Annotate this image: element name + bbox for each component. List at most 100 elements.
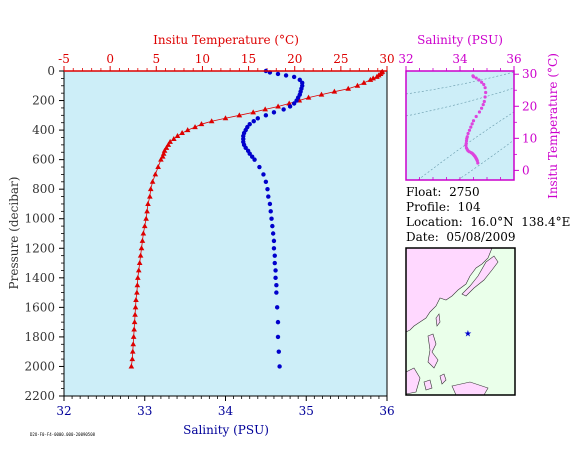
pressure-tick-label: 1000: [24, 212, 55, 226]
temperature-tick-label: 15: [241, 52, 256, 66]
profile-line: Profile: 104: [406, 200, 481, 214]
salinity-point: [272, 253, 277, 258]
salinity-point: [297, 77, 302, 83]
salinity-point: [273, 268, 278, 273]
pressure-tick-label: 1200: [24, 241, 55, 255]
salinity-point: [275, 319, 281, 325]
salinity-point: [271, 110, 277, 115]
salinity-point: [261, 172, 266, 177]
temperature-point: [159, 153, 166, 159]
salinity-point: [247, 151, 252, 156]
salinity-tick-label: 36: [379, 404, 394, 418]
ts-point: [480, 80, 484, 84]
ts-point: [470, 122, 474, 126]
salinity-point: [271, 246, 277, 251]
ts-point: [467, 128, 472, 132]
salinity-point: [291, 74, 297, 80]
map-land-taiwan: [435, 313, 441, 327]
location-map: ★: [405, 247, 516, 396]
temperature-point: [160, 150, 167, 156]
temperature-point: [370, 75, 376, 81]
ts-point: [480, 106, 484, 110]
ts-point: [483, 86, 487, 90]
temperature-point: [147, 193, 153, 199]
float-label: Float:: [406, 185, 442, 199]
salinity-tick-label: 32: [56, 404, 71, 418]
pressure-tick-label: 1600: [24, 300, 55, 314]
salinity-point: [270, 231, 276, 236]
ts-point: [477, 78, 481, 82]
ts-point: [484, 90, 488, 95]
temperature-point: [174, 133, 181, 138]
salinity-point: [274, 283, 279, 288]
ts-point: [466, 131, 470, 136]
salinity-point: [257, 164, 262, 170]
ts-point: [464, 143, 468, 147]
temperature-point: [171, 135, 177, 141]
salinity-point: [275, 71, 281, 77]
map-frame: [405, 247, 516, 396]
pressure-axis-label: Pressure (decibar): [7, 177, 21, 290]
temperature-point: [131, 319, 138, 325]
salinity-point: [270, 223, 275, 229]
temperature-tick-label: 30: [379, 52, 394, 66]
ts-temperature-tick-label: 10: [522, 131, 537, 145]
temperature-point: [155, 164, 161, 170]
map-land-philippines: [427, 333, 439, 369]
temperature-point: [275, 103, 281, 109]
salinity-point: [287, 104, 293, 109]
ts-point: [469, 125, 473, 129]
ts-salinity-tick-label: 36: [506, 52, 521, 66]
salinity-point: [249, 154, 255, 159]
temperature-point: [137, 252, 144, 258]
ts-point: [476, 161, 480, 165]
float-location-marker: ★: [464, 329, 472, 339]
temperature-point: [149, 178, 156, 184]
ts-temperature-tick-label: 20: [522, 99, 537, 113]
temperature-tick-label: 20: [287, 52, 302, 66]
salinity-point: [291, 101, 297, 106]
temperature-point: [354, 82, 361, 88]
ts-plot-frame: [405, 70, 515, 181]
ts-point: [482, 99, 486, 104]
temperature-point: [152, 171, 159, 177]
temperature-tick-label: 0: [106, 52, 114, 66]
salinity-point: [276, 349, 281, 354]
ts-temperature-label: Insitu Temperature (°C): [546, 53, 560, 199]
temperature-tick-label: 10: [195, 52, 210, 66]
salinity-axis-label: Salinity (PSU): [183, 423, 269, 437]
temperature-point: [140, 230, 147, 236]
temperature-point: [163, 144, 170, 150]
pressure-tick-label: 600: [32, 153, 55, 167]
salinity-point: [271, 238, 277, 244]
temperature-point: [236, 112, 243, 118]
temperature-point: [184, 127, 191, 133]
temperature-point: [167, 138, 173, 144]
temperature-point: [134, 289, 140, 295]
float-id-line: Float: 2750: [406, 185, 480, 199]
pressure-tick-label: 2000: [24, 359, 55, 373]
pressure-tick-label: 0: [47, 64, 55, 78]
map-land-japan: [461, 255, 499, 297]
profile-chart: -5 0 5 10 15 20 25 30 32 33 34 35 36 02004006008001…: [7, 33, 395, 437]
temperature-point: [318, 91, 325, 97]
temperature-point: [144, 208, 150, 214]
ts-point: [482, 82, 486, 87]
ts-density-contours: [405, 71, 515, 181]
temperature-point: [135, 267, 142, 273]
temperature-point: [129, 356, 136, 362]
temperature-point: [361, 79, 367, 85]
temperature-tick-label: -5: [58, 52, 70, 66]
salinity-point: [252, 157, 257, 162]
temperature-point: [286, 100, 292, 106]
pressure-tick-label: 2200: [24, 389, 55, 403]
ts-point: [477, 110, 482, 114]
temperature-point: [130, 341, 137, 347]
density-contour: [457, 139, 515, 181]
salinity-tick-label: 34: [218, 404, 234, 418]
pressure-tick-label: 200: [32, 94, 55, 108]
salinity-point: [263, 113, 269, 118]
temperature-point: [179, 130, 185, 136]
temperature-point: [136, 260, 143, 266]
